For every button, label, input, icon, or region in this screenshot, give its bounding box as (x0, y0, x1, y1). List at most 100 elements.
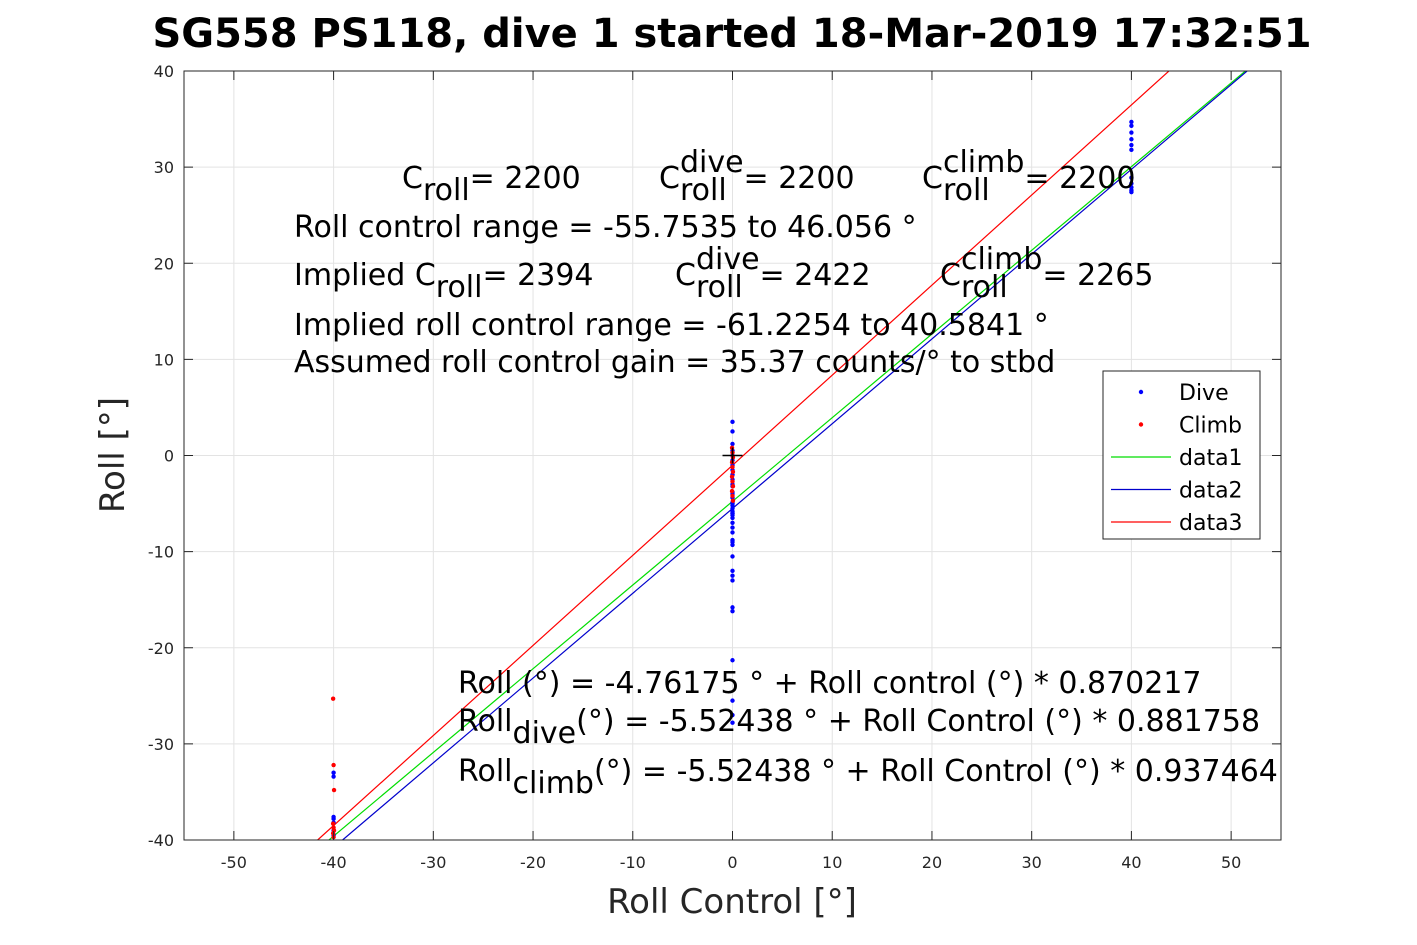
implied-range-text: Implied roll control range = -61.2254 to… (294, 308, 1049, 343)
legend-label-data3: data3 (1179, 511, 1243, 536)
implied-c-dive-text-value: = 2422 (760, 258, 871, 293)
implied-c-dive-text-subscript: roll (696, 270, 743, 305)
y-axis-label: Roll [°] (93, 397, 133, 513)
legend-label-data2: data2 (1179, 479, 1243, 504)
point-climb (730, 464, 735, 470)
implied-c-dive-text-superscript: dive (696, 242, 760, 277)
point-dive (730, 510, 735, 516)
c-roll-text-subscript: roll (423, 173, 470, 208)
legend-marker-climb (1138, 422, 1144, 427)
point-dive (1129, 175, 1134, 180)
point-dive (730, 698, 735, 703)
point-dive (730, 530, 735, 535)
implied-c-roll-text-value: = 2394 (482, 258, 593, 293)
point-dive (730, 578, 735, 583)
fit-all-text: Roll (°) = -4.76175 ° + Roll control (°)… (458, 666, 1202, 701)
x-tick-label: -30 (420, 853, 446, 872)
point-dive (730, 554, 735, 559)
point-dive (730, 609, 735, 614)
data-points (330, 119, 1134, 840)
chart-title: SG558 PS118, dive 1 started 18-Mar-2019 … (152, 11, 1311, 57)
point-dive (1129, 189, 1134, 195)
legend-marker-dive (1138, 389, 1144, 395)
legend-label-data1: data1 (1179, 446, 1243, 471)
point-dive (730, 441, 735, 447)
legend-label-climb: Climb (1179, 414, 1242, 439)
line-data2 (342, 71, 1248, 840)
x-tick-label: -10 (620, 853, 646, 872)
c-dive-text-superscript: dive (680, 145, 744, 180)
implied-c-dive-text: C (675, 258, 696, 293)
y-tick-label: -30 (148, 735, 174, 754)
y-tick-label: 40 (154, 62, 174, 81)
y-tick-label: 0 (164, 447, 174, 466)
c-dive-text-subscript: roll (680, 173, 727, 208)
line-data1 (328, 71, 1247, 840)
point-dive (331, 770, 336, 775)
point-climb (331, 787, 337, 793)
implied-c-climb-text-superscript: climb (961, 242, 1042, 277)
implied-c-climb-text: C (940, 258, 961, 293)
x-tick-label: 40 (1121, 853, 1141, 872)
x-tick-label: 20 (922, 853, 942, 872)
y-tick-label: -40 (148, 831, 174, 850)
axes (183, 70, 1282, 841)
point-climb (730, 498, 736, 503)
point-dive (730, 539, 735, 545)
y-tick-label: 10 (154, 350, 174, 369)
point-dive (730, 573, 735, 578)
y-tick-label: -20 (148, 639, 174, 658)
point-dive (730, 720, 735, 725)
x-tick-label: -20 (520, 853, 546, 872)
point-dive (730, 568, 735, 574)
point-dive (1129, 119, 1134, 125)
fit-lines (317, 71, 1248, 840)
c-dive-text: C (659, 161, 680, 196)
x-tick-label: 0 (727, 853, 737, 872)
point-climb (730, 484, 736, 489)
implied-c-roll-text: Implied C (294, 258, 436, 293)
point-dive (730, 712, 735, 718)
tick-labels: -50 -40 -30 -20 -10 0 10 20 30 40 50 -40 -30 -20 -10 0 1… (148, 62, 1241, 872)
point-dive (331, 816, 336, 822)
implied-c-roll-text-subscript: roll (436, 270, 483, 305)
implied-c-climb-text-value: = 2265 (1042, 258, 1153, 293)
fit-dive-text-value: (°) = -5.52438 ° + Roll Control (°) * 0.… (576, 704, 1260, 739)
c-roll-text: C (402, 161, 423, 196)
x-tick-label: 50 (1221, 853, 1241, 872)
fit-climb-text: Roll (458, 754, 513, 789)
c-climb-text: C (922, 161, 943, 196)
x-tick-label: -40 (321, 853, 347, 872)
y-tick-label: 20 (154, 254, 174, 273)
fit-dive-text-subscript: dive (513, 716, 577, 751)
point-climb (730, 469, 736, 475)
point-dive (1129, 142, 1134, 148)
fit-dive-text: Roll (458, 704, 513, 739)
point-dive (730, 605, 735, 610)
point-climb (729, 488, 735, 494)
y-tick-label: -10 (148, 543, 174, 562)
legend-label-dive: Dive (1179, 381, 1229, 406)
legend-box (1102, 370, 1261, 540)
point-dive (730, 520, 735, 525)
x-axis-label: Roll Control [°] (607, 882, 857, 922)
point-dive (730, 515, 735, 521)
implied-c-climb-text-subscript: roll (961, 270, 1008, 305)
c-climb-text-subscript: roll (943, 173, 990, 208)
c-climb-text-value: = 2200 (1024, 161, 1135, 196)
point-climb (730, 479, 735, 484)
line-data3 (317, 71, 1170, 840)
c-roll-text-value: = 2200 (470, 161, 581, 196)
y-tick-label: 30 (154, 158, 174, 177)
point-climb (331, 762, 336, 768)
point-dive (730, 525, 735, 530)
point-dive (331, 774, 336, 779)
x-tick-label: -50 (221, 853, 247, 872)
c-dive-text-value: = 2200 (744, 161, 855, 196)
x-tick-label: 10 (822, 853, 842, 872)
point-dive (1129, 123, 1134, 128)
point-dive (730, 658, 735, 663)
point-climb (730, 493, 735, 499)
point-dive (1129, 147, 1134, 153)
